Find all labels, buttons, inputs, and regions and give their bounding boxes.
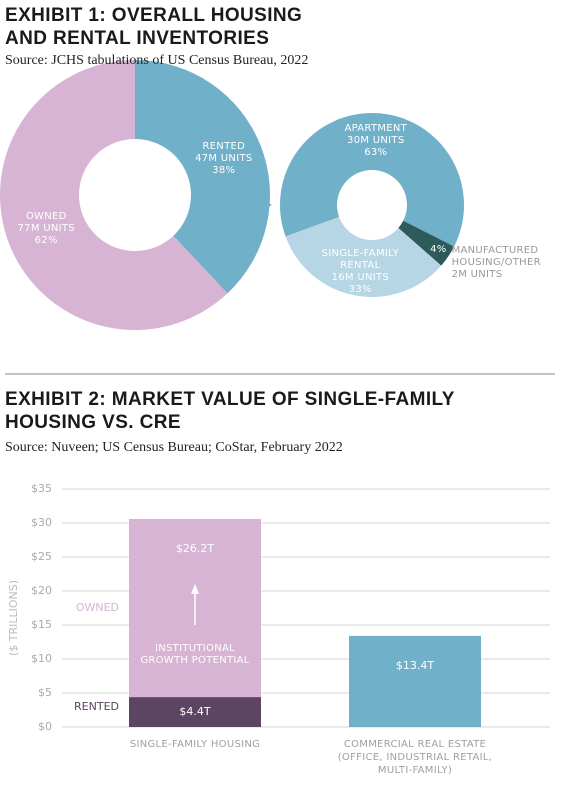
slice-category: APARTMENT <box>344 122 408 134</box>
chart-title: EXHIBIT 1: OVERALL HOUSING AND RENTAL IN… <box>5 5 303 49</box>
series-label: RENTED <box>74 700 119 713</box>
slice-percent: 38% <box>212 164 236 176</box>
y-tick-label: $0 <box>38 720 52 733</box>
y-tick-label: $35 <box>31 482 52 495</box>
slice-percent: 33% <box>348 284 372 296</box>
slice-percent: 63% <box>364 146 388 158</box>
y-tick-label: $5 <box>38 686 52 699</box>
x-tick-label: COMMERCIAL REAL ESTATE (OFFICE, INDUSTRI… <box>337 739 493 776</box>
y-tick-label: $20 <box>31 584 52 597</box>
slice-category: MANUFACTURED HOUSING/OTHER <box>451 244 541 268</box>
annotation-arrow-head <box>191 584 199 594</box>
series-label: OWNED <box>76 601 119 614</box>
pie-slice <box>135 60 270 294</box>
x-tick-label: SINGLE-FAMILY HOUSING <box>129 739 261 750</box>
y-tick-label: $10 <box>31 652 52 665</box>
y-tick-label: $15 <box>31 618 52 631</box>
pie-slice <box>280 113 464 247</box>
chart-title: EXHIBIT 2: MARKET VALUE OF SINGLE-FAMILY… <box>5 389 455 433</box>
slice-category: SINGLE-FAMILY RENTAL <box>321 248 400 272</box>
chart-subtitle: Source: JCHS tabulations of US Census Bu… <box>5 53 309 68</box>
y-tick-label: $30 <box>31 516 52 529</box>
annotation: INSTITUTIONAL GROWTH POTENTIAL <box>140 643 250 666</box>
value-label: $13.4T <box>396 659 434 672</box>
slice-label: RENTED 47M UNITS 38% <box>172 141 276 177</box>
slice-units: 47M UNITS <box>195 152 253 164</box>
slice-units: 16M UNITS <box>331 272 390 284</box>
slice-label: APARTMENT 30M UNITS 63% <box>324 123 428 159</box>
chart-subtitle: Source: Nuveen; US Census Bureau; CoStar… <box>5 440 343 455</box>
slice-units: 30M UNITS <box>347 134 405 146</box>
slice-percent: 62% <box>34 235 58 247</box>
value-label: $4.4T <box>179 705 210 718</box>
y-axis-label: ($ TRILLIONS) <box>7 580 20 656</box>
slice-label: MANUFACTURED HOUSING/OTHER 2M UNITS <box>452 245 552 281</box>
slice-units: 2M UNITS <box>451 268 503 280</box>
slice-label: OWNED 77M UNITS 62% <box>0 211 98 247</box>
value-label: $26.2T <box>176 542 214 555</box>
pie-slice <box>0 60 228 330</box>
slice-units: 77M UNITS <box>17 223 75 235</box>
bar <box>129 697 261 727</box>
pie-slice <box>398 220 455 266</box>
slice-percent: 4% <box>430 243 447 255</box>
slice-category: OWNED <box>25 211 67 223</box>
slice-label: SINGLE-FAMILY RENTAL 16M UNITS 33% <box>308 248 412 296</box>
slice-category: RENTED <box>202 140 246 152</box>
bar <box>349 635 481 727</box>
pie-slice <box>285 216 442 298</box>
y-tick-label: $25 <box>31 550 52 563</box>
